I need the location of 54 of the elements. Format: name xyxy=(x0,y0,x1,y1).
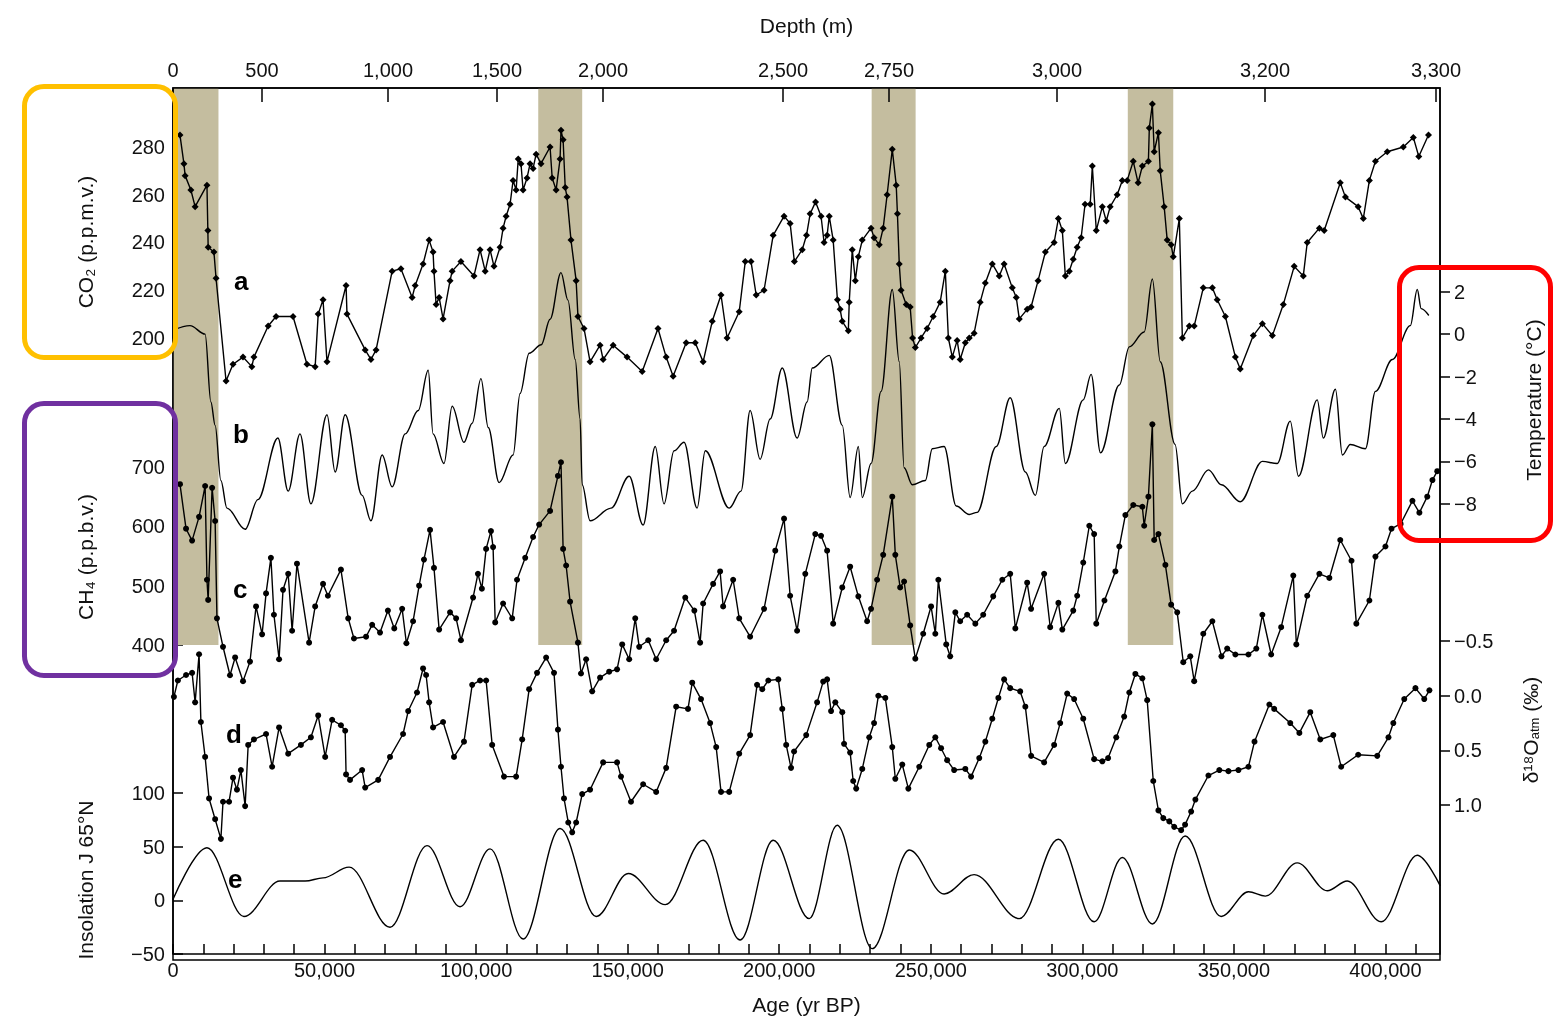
text: 500 xyxy=(245,59,279,81)
y-axis-title: CO₂ (p.p.m.v.) xyxy=(73,175,97,309)
x-tick-label: 400,000 xyxy=(1349,959,1422,981)
y2-tick-label: −0.5 xyxy=(1454,630,1494,653)
x-tick-label: 100,000 xyxy=(439,959,513,981)
y-tick-label: 50 xyxy=(142,835,165,858)
y2-tick-label: 2 xyxy=(1454,280,1466,303)
y-tick-label: 240 xyxy=(131,231,165,254)
x-tick-label: 200,000 xyxy=(743,959,816,981)
y3-tick-label: 600 xyxy=(131,515,165,538)
y2-axis-title: Temperature (°C) xyxy=(1521,319,1545,481)
x-tick-label: 250,000 xyxy=(894,959,967,981)
x-tick-label: 150,000 xyxy=(591,959,664,981)
text: 3,300 xyxy=(1410,59,1462,81)
y3-tick-label: 700 xyxy=(131,456,165,479)
series-label: b xyxy=(233,419,249,449)
text: 3,000 xyxy=(1031,59,1083,81)
y2-tick-label: −4 xyxy=(1454,407,1477,430)
y2-tick-label: 0.0 xyxy=(1454,684,1482,707)
x-tick-label: 50,000 xyxy=(293,959,356,981)
x-axis-title: Age (yr BP) xyxy=(752,993,861,1016)
x-tick-label: 350,000 xyxy=(1197,959,1271,981)
series-label: c xyxy=(233,574,248,604)
y-tick-label: −50 xyxy=(131,943,165,965)
text: 3,200 xyxy=(1239,59,1291,81)
y2-tick-label: 0 xyxy=(1454,323,1466,346)
y2-axis-title: δ¹⁸Oatm (‰) xyxy=(1518,676,1542,784)
text: 0 xyxy=(167,59,179,81)
y3-tick-label: 500 xyxy=(131,574,165,597)
text: 2,750 xyxy=(863,59,915,81)
y2-tick-label: −6 xyxy=(1454,450,1477,473)
text: 1,500 xyxy=(471,59,523,81)
y2-tick-label: 0.5 xyxy=(1454,739,1482,762)
y-tick-label: 0 xyxy=(153,889,165,912)
y3-axis-title: CH₄ (p.p.b.v.) xyxy=(73,493,97,621)
y2-tick-label: −8 xyxy=(1454,492,1477,515)
series-label: a xyxy=(234,266,249,296)
y-tick-label: 220 xyxy=(131,279,165,302)
series-label: e xyxy=(228,864,243,894)
text: 2,000 xyxy=(577,59,629,81)
y-tick-label: 200 xyxy=(131,327,165,349)
x2-axis-title: Depth (m) xyxy=(759,14,854,37)
series-label: d xyxy=(226,719,242,749)
y2-tick-label: 1.0 xyxy=(1454,794,1482,817)
y-tick-label: 280 xyxy=(131,135,165,158)
y-tick-label: 260 xyxy=(131,183,165,206)
y-tick-label: 100 xyxy=(131,782,165,805)
y3-tick-label: 400 xyxy=(131,634,165,657)
x-tick-label: 300,000 xyxy=(1046,959,1119,981)
x-tick-label: 0 xyxy=(167,959,179,981)
y-axis-title: Insolation J 65°N xyxy=(73,800,97,960)
y2-tick-label: −2 xyxy=(1454,365,1477,388)
text: 1,000 xyxy=(362,59,414,81)
text: 2,500 xyxy=(757,59,809,81)
